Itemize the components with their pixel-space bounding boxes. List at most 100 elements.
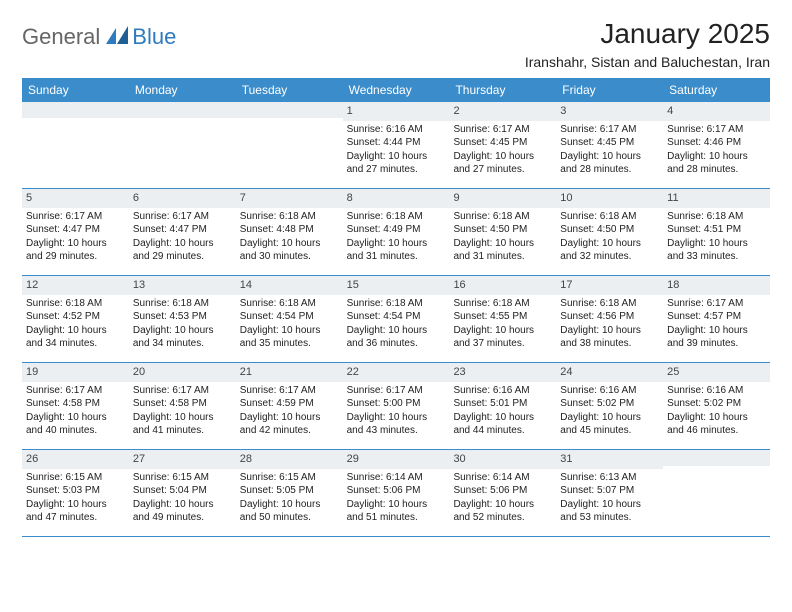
sunset-text: Sunset: 5:00 PM [347,397,446,411]
day-body: Sunrise: 6:13 AMSunset: 5:07 PMDaylight:… [556,469,663,529]
day-body: Sunrise: 6:16 AMSunset: 4:44 PMDaylight:… [343,121,450,181]
day-cell: 11Sunrise: 6:18 AMSunset: 4:51 PMDayligh… [663,189,770,275]
sunrise-text: Sunrise: 6:17 AM [26,384,125,398]
daylight-text: Daylight: 10 hours and 52 minutes. [453,498,552,525]
day-cell: 30Sunrise: 6:14 AMSunset: 5:06 PMDayligh… [449,450,556,536]
day-cell: 10Sunrise: 6:18 AMSunset: 4:50 PMDayligh… [556,189,663,275]
day-cell: 16Sunrise: 6:18 AMSunset: 4:55 PMDayligh… [449,276,556,362]
sunset-text: Sunset: 4:58 PM [26,397,125,411]
day-cell: 25Sunrise: 6:16 AMSunset: 5:02 PMDayligh… [663,363,770,449]
sunset-text: Sunset: 4:54 PM [347,310,446,324]
sunrise-text: Sunrise: 6:15 AM [240,471,339,485]
day-number: 22 [343,363,450,382]
sunset-text: Sunset: 4:46 PM [667,136,766,150]
daylight-text: Daylight: 10 hours and 46 minutes. [667,411,766,438]
sunset-text: Sunset: 4:49 PM [347,223,446,237]
day-number: 29 [343,450,450,469]
sunrise-text: Sunrise: 6:16 AM [560,384,659,398]
day-body: Sunrise: 6:14 AMSunset: 5:06 PMDaylight:… [343,469,450,529]
sunrise-text: Sunrise: 6:17 AM [667,123,766,137]
sunrise-text: Sunrise: 6:18 AM [240,297,339,311]
sunset-text: Sunset: 4:54 PM [240,310,339,324]
day-cell: 21Sunrise: 6:17 AMSunset: 4:59 PMDayligh… [236,363,343,449]
daylight-text: Daylight: 10 hours and 41 minutes. [133,411,232,438]
sunrise-text: Sunrise: 6:16 AM [667,384,766,398]
week-row: 1Sunrise: 6:16 AMSunset: 4:44 PMDaylight… [22,102,770,189]
day-number: 9 [449,189,556,208]
sunset-text: Sunset: 5:04 PM [133,484,232,498]
day-number: 5 [22,189,129,208]
daylight-text: Daylight: 10 hours and 29 minutes. [26,237,125,264]
day-body: Sunrise: 6:17 AMSunset: 4:58 PMDaylight:… [129,382,236,442]
sunset-text: Sunset: 4:50 PM [453,223,552,237]
daylight-text: Daylight: 10 hours and 44 minutes. [453,411,552,438]
week-row: 12Sunrise: 6:18 AMSunset: 4:52 PMDayligh… [22,276,770,363]
daylight-text: Daylight: 10 hours and 34 minutes. [26,324,125,351]
sunrise-text: Sunrise: 6:18 AM [667,210,766,224]
sunset-text: Sunset: 4:45 PM [453,136,552,150]
daylight-text: Daylight: 10 hours and 36 minutes. [347,324,446,351]
sunrise-text: Sunrise: 6:17 AM [667,297,766,311]
sunset-text: Sunset: 4:51 PM [667,223,766,237]
day-number [236,102,343,118]
logo: General Blue [22,18,176,50]
sunrise-text: Sunrise: 6:18 AM [453,297,552,311]
daylight-text: Daylight: 10 hours and 45 minutes. [560,411,659,438]
day-body: Sunrise: 6:17 AMSunset: 5:00 PMDaylight:… [343,382,450,442]
weekday-label: Sunday [22,78,129,102]
sunrise-text: Sunrise: 6:17 AM [347,384,446,398]
day-number: 15 [343,276,450,295]
daylight-text: Daylight: 10 hours and 50 minutes. [240,498,339,525]
day-body: Sunrise: 6:18 AMSunset: 4:51 PMDaylight:… [663,208,770,268]
day-number: 7 [236,189,343,208]
daylight-text: Daylight: 10 hours and 30 minutes. [240,237,339,264]
title-block: January 2025 Iranshahr, Sistan and Baluc… [525,18,770,70]
day-number: 18 [663,276,770,295]
day-cell [22,102,129,188]
month-title: January 2025 [525,18,770,50]
day-number: 16 [449,276,556,295]
sunset-text: Sunset: 4:59 PM [240,397,339,411]
day-body: Sunrise: 6:17 AMSunset: 4:47 PMDaylight:… [129,208,236,268]
day-cell: 15 Sunrise: 6:18 AMSunset: 4:54 PMDayligh… [343,276,450,362]
day-body: Sunrise: 6:17 AMSunset: 4:47 PMDaylight:… [22,208,129,268]
day-body: Sunrise: 6:18 AMSunset: 4:53 PMDaylight:… [129,295,236,355]
sunrise-text: Sunrise: 6:18 AM [347,297,446,311]
day-body: Sunrise: 6:14 AMSunset: 5:06 PMDaylight:… [449,469,556,529]
day-cell: 27Sunrise: 6:15 AMSunset: 5:04 PMDayligh… [129,450,236,536]
day-number [129,102,236,118]
header: General Blue January 2025 Iranshahr, Sis… [22,18,770,70]
daylight-text: Daylight: 10 hours and 28 minutes. [667,150,766,177]
day-cell: 28Sunrise: 6:15 AMSunset: 5:05 PMDayligh… [236,450,343,536]
daylight-text: Daylight: 10 hours and 51 minutes. [347,498,446,525]
sunrise-text: Sunrise: 6:18 AM [560,210,659,224]
day-body: Sunrise: 6:16 AMSunset: 5:01 PMDaylight:… [449,382,556,442]
day-body [663,466,770,472]
weekday-label: Monday [129,78,236,102]
day-number: 4 [663,102,770,121]
daylight-text: Daylight: 10 hours and 38 minutes. [560,324,659,351]
day-number: 20 [129,363,236,382]
day-body: Sunrise: 6:18 AMSunset: 4:54 PMDaylight:… [236,295,343,355]
day-body: Sunrise: 6:15 AMSunset: 5:03 PMDaylight:… [22,469,129,529]
daylight-text: Daylight: 10 hours and 35 minutes. [240,324,339,351]
sunrise-text: Sunrise: 6:17 AM [560,123,659,137]
sunset-text: Sunset: 4:47 PM [26,223,125,237]
logo-mark-icon [106,26,130,49]
day-cell: 1Sunrise: 6:16 AMSunset: 4:44 PMDaylight… [343,102,450,188]
day-cell [129,102,236,188]
day-cell: 22Sunrise: 6:17 AMSunset: 5:00 PMDayligh… [343,363,450,449]
sunset-text: Sunset: 4:58 PM [133,397,232,411]
sunset-text: Sunset: 5:03 PM [26,484,125,498]
day-number: 3 [556,102,663,121]
day-body: Sunrise: 6:18 AMSunset: 4:48 PMDaylight:… [236,208,343,268]
calendar: SundayMondayTuesdayWednesdayThursdayFrid… [22,78,770,537]
daylight-text: Daylight: 10 hours and 31 minutes. [453,237,552,264]
daylight-text: Daylight: 10 hours and 43 minutes. [347,411,446,438]
sunset-text: Sunset: 5:06 PM [347,484,446,498]
location: Iranshahr, Sistan and Baluchestan, Iran [525,54,770,70]
weekday-label: Saturday [663,78,770,102]
daylight-text: Daylight: 10 hours and 47 minutes. [26,498,125,525]
day-cell: 12Sunrise: 6:18 AMSunset: 4:52 PMDayligh… [22,276,129,362]
day-number: 10 [556,189,663,208]
